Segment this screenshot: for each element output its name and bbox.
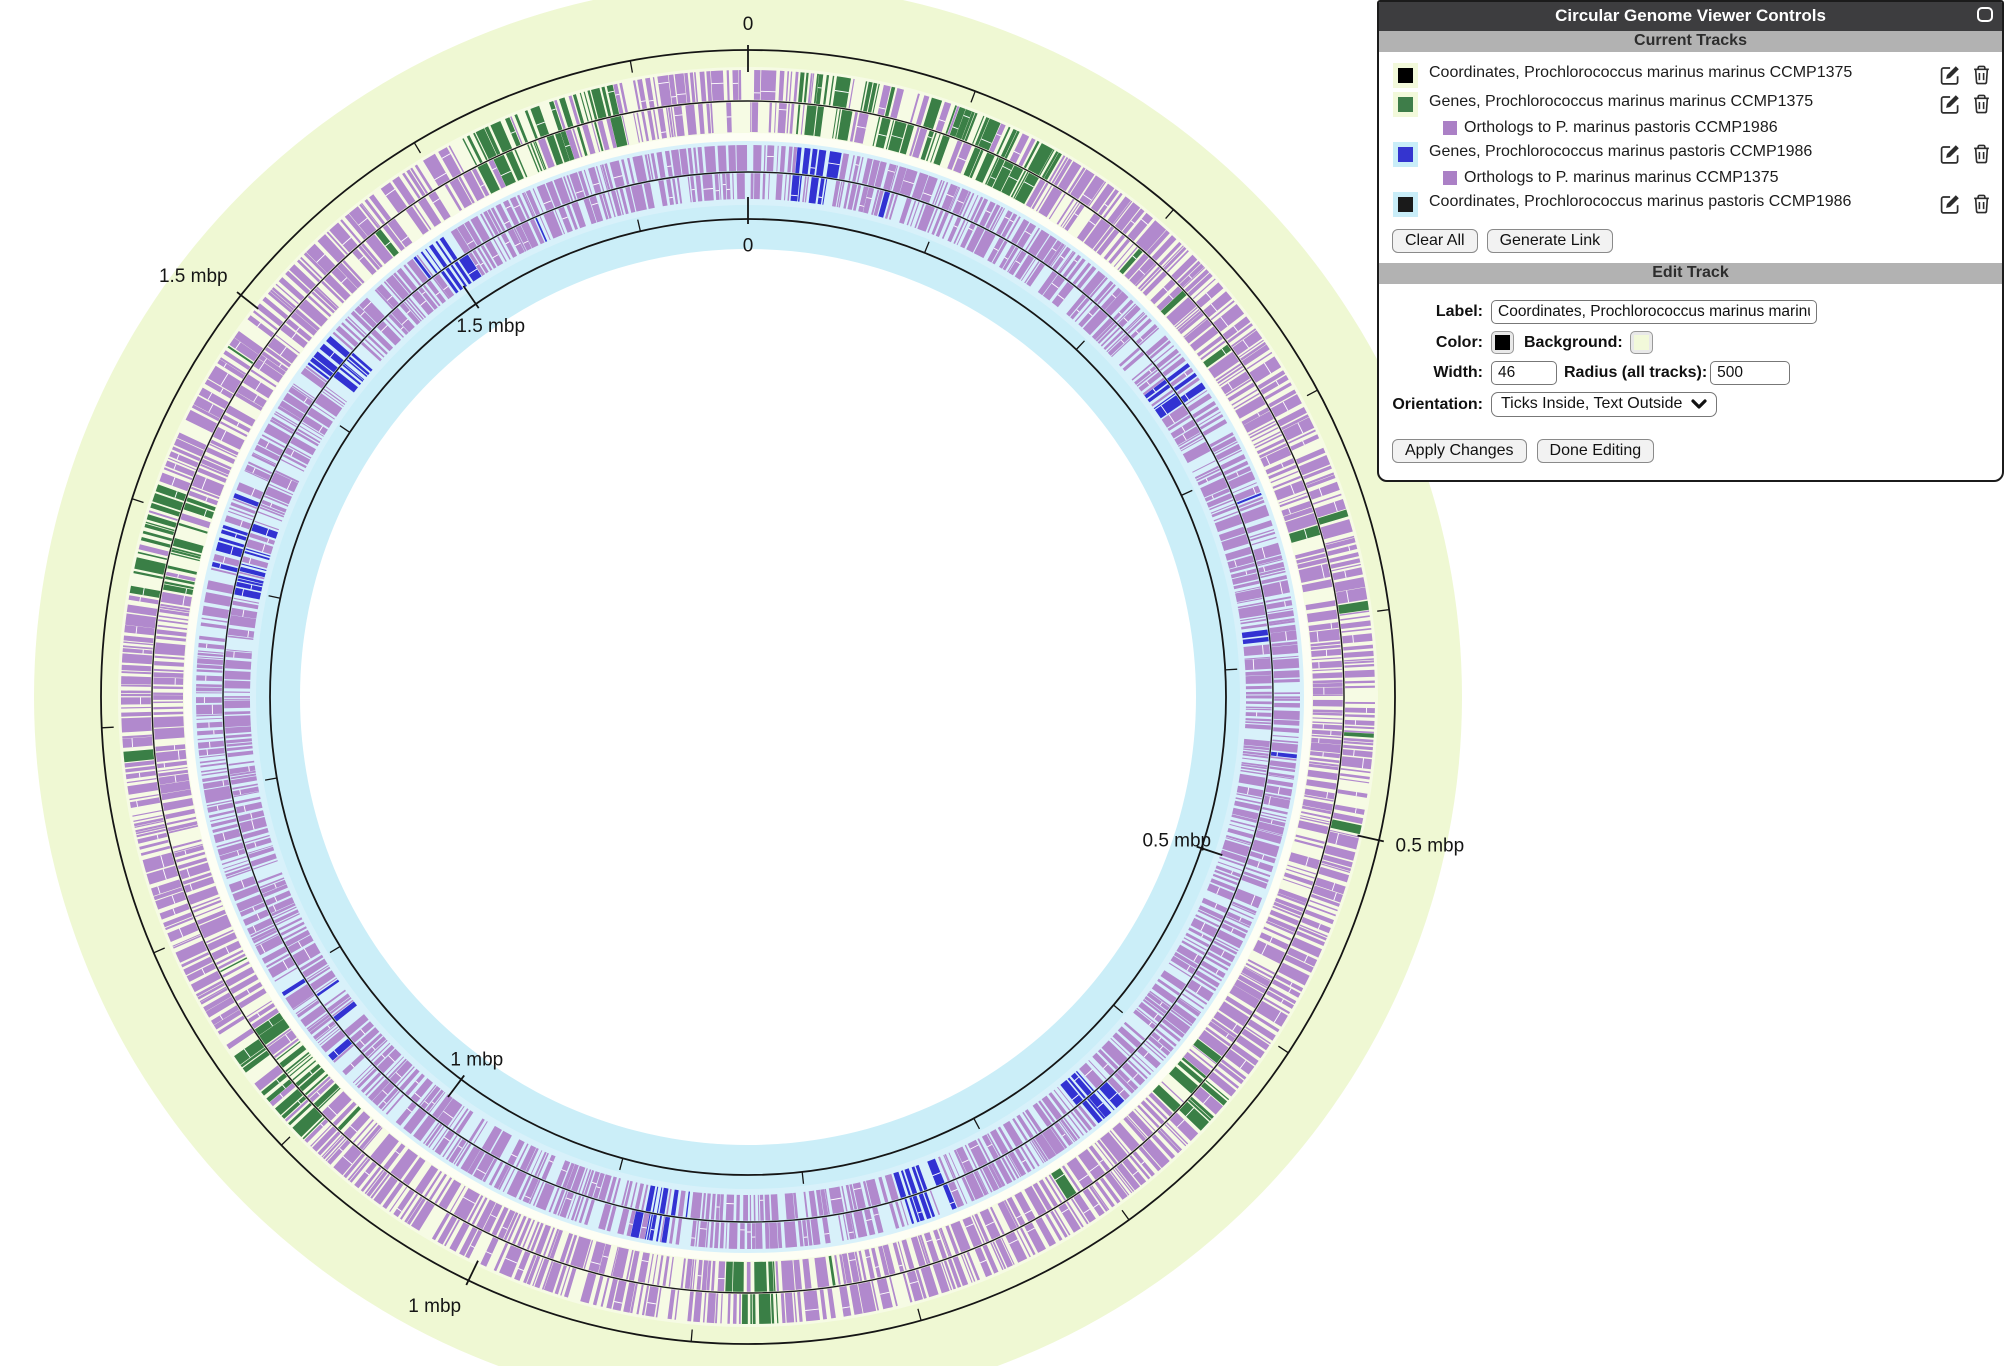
track-label: Coordinates, Prochlorococcus marinus mar… — [1429, 64, 1853, 81]
label-input[interactable] — [1491, 300, 1817, 324]
coordinates-ccmp1986-tick-label: 1 mbp — [450, 1049, 503, 1070]
coordinates-ccmp1986-tick-label: 1.5 mbp — [456, 316, 525, 337]
track-swatch — [1393, 142, 1418, 167]
coordinates-ccmp1375-tick-label: 1.5 mbp — [159, 266, 228, 287]
track-list-buttons: Clear All Generate Link — [1379, 221, 2002, 263]
done-editing-button[interactable]: Done Editing — [1536, 439, 1655, 463]
track-label: Genes, Prochlorococcus marinus pastoris … — [1429, 143, 1813, 160]
orientation-select[interactable]: Ticks Inside, Text Outside — [1491, 392, 1718, 417]
color-field-label: Color: — [1435, 333, 1483, 351]
genes-ccmp1375 — [120, 70, 1376, 1325]
apply-changes-button[interactable]: Apply Changes — [1392, 439, 1527, 463]
track-row-genes-ccmp1375: Genes, Prochlorococcus marinus marinus C… — [1393, 91, 1992, 117]
track-swatch — [1393, 92, 1418, 117]
label-field-label: Label: — [1435, 303, 1483, 320]
coordinates-ccmp1375-tick-label: 1 mbp — [408, 1296, 461, 1317]
edit-track-icon[interactable] — [1939, 143, 1961, 165]
delete-track-icon[interactable] — [1971, 93, 1992, 115]
coordinates-ccmp1375-tick-label: 0.5 mbp — [1396, 836, 1465, 857]
edit-track-header: Edit Track — [1379, 263, 2002, 284]
edit-track-form: Label: Color: Background: Width: Radius … — [1379, 284, 2002, 480]
radius-input[interactable] — [1710, 361, 1791, 385]
radius-field-label: Radius (all tracks): — [1564, 364, 1708, 381]
collapse-icon[interactable] — [1977, 7, 1993, 22]
generate-link-button[interactable]: Generate Link — [1486, 229, 1614, 253]
subtrack-label: Orthologs to P. marinus pastoris CCMP198… — [1464, 119, 1778, 136]
edit-track-icon[interactable] — [1939, 193, 1961, 215]
subtrack-swatch — [1443, 170, 1457, 185]
coordinates-ccmp1986-tick-label: 0.5 mbp — [1142, 831, 1211, 852]
current-tracks-header: Current Tracks — [1379, 31, 2002, 52]
subtrack-row-orthologs: Orthologs to P. marinus marinus CCMP1375 — [1443, 167, 1992, 188]
orientation-field-label: Orientation: — [1392, 395, 1483, 413]
delete-track-icon[interactable] — [1971, 143, 1992, 165]
subtrack-row-orthologs: Orthologs to P. marinus pastoris CCMP198… — [1443, 117, 1992, 138]
track-row-genes-ccmp1986: Genes, Prochlorococcus marinus pastoris … — [1393, 141, 1992, 167]
track-swatch — [1393, 192, 1418, 217]
genes-ccmp1986-midline — [222, 171, 1274, 1223]
width-field-label: Width: — [1433, 364, 1483, 381]
subtrack-label: Orthologs to P. marinus marinus CCMP1375 — [1464, 169, 1779, 186]
width-input[interactable] — [1491, 361, 1557, 385]
coordinates-ccmp1986-tick-label: 0 — [743, 236, 754, 257]
viewer-controls-panel: Circular Genome Viewer Controls Current … — [1377, 0, 2004, 482]
track-swatch — [1393, 63, 1418, 88]
coordinates-ccmp1986: 0 0.5 mbp 1 mbp 1.5 mbp — [264, 197, 1238, 1184]
track-row-coordinates-ccmp1986: Coordinates, Prochlorococcus marinus pas… — [1393, 191, 1992, 217]
plot-center — [300, 249, 1196, 1145]
track-label: Genes, Prochlorococcus marinus marinus C… — [1429, 93, 1814, 110]
track-row-coordinates-ccmp1375: Coordinates, Prochlorococcus marinus mar… — [1393, 62, 1992, 88]
clear-all-button[interactable]: Clear All — [1392, 229, 1478, 253]
subtrack-swatch — [1443, 120, 1457, 135]
track-label: Coordinates, Prochlorococcus marinus pas… — [1429, 193, 1852, 210]
coordinates-ccmp1375-tick-label: 0 — [743, 14, 754, 35]
delete-track-icon[interactable] — [1971, 193, 1992, 215]
delete-track-icon[interactable] — [1971, 64, 1992, 86]
genes-ccmp1986 — [195, 144, 1301, 1250]
background-color-swatch[interactable] — [1629, 331, 1653, 354]
edit-form-buttons: Apply Changes Done Editing — [1379, 424, 2002, 478]
orientation-value: Ticks Inside, Text Outside — [1501, 395, 1683, 412]
panel-title: Circular Genome Viewer Controls — [1555, 6, 1826, 25]
genes-ccmp1375-midline — [151, 100, 1345, 1294]
chevron-down-icon — [1691, 399, 1708, 409]
panel-titlebar: Circular Genome Viewer Controls — [1379, 2, 2002, 31]
background-field-label: Background: — [1524, 333, 1623, 351]
edit-track-icon[interactable] — [1939, 64, 1961, 86]
track-color-swatch[interactable] — [1491, 331, 1514, 354]
track-list: Coordinates, Prochlorococcus marinus mar… — [1379, 52, 2002, 221]
coordinates-ccmp1375: 0 0.5 mbp 1 mbp 1.5 mbp — [100, 14, 1465, 1345]
edit-track-icon[interactable] — [1939, 93, 1961, 115]
